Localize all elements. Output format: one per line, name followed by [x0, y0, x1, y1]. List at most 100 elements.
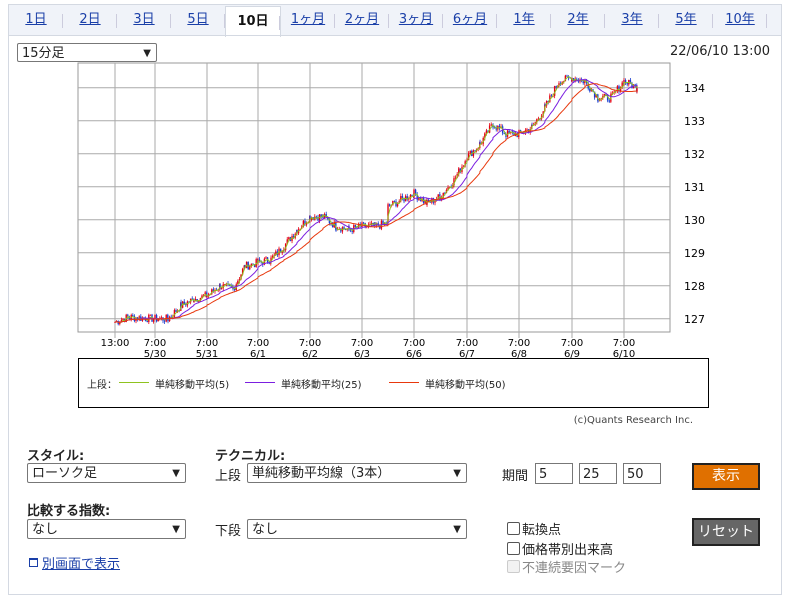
candle-body [146, 320, 148, 323]
candle-body [219, 283, 221, 289]
interval-select[interactable]: 15分足 ▼ [17, 43, 157, 62]
candle-body [258, 259, 261, 262]
candle-body [383, 222, 386, 224]
candle-body [616, 86, 619, 91]
tab-7[interactable]: 3ヶ月 [389, 5, 443, 36]
checkbox-label: 不連続要因マーク [522, 561, 627, 576]
candle-body [260, 261, 262, 263]
x-tick-date: 6/8 [511, 349, 527, 360]
checkbox-discontinuity-mark[interactable]: 不連続要因マーク [507, 557, 626, 576]
tab-12[interactable]: 5年 [659, 5, 713, 36]
candle-body [288, 237, 290, 240]
candle-body [393, 200, 396, 202]
tab-9[interactable]: 1年 [497, 5, 551, 36]
reset-button[interactable]: リセット [692, 518, 760, 546]
show-button[interactable]: 表示 [692, 463, 760, 490]
candle-body [328, 218, 331, 224]
checkbox-box[interactable] [507, 542, 520, 555]
candle-body [401, 196, 404, 198]
candle-body [249, 265, 251, 270]
checkbox-box[interactable] [507, 560, 520, 573]
candle-body [185, 304, 187, 306]
moving-average-line [114, 83, 638, 323]
candle-body [387, 204, 389, 222]
plot-area [77, 62, 671, 333]
candle-body [547, 101, 549, 102]
candle-body [331, 223, 334, 228]
new-window-icon [29, 558, 38, 567]
x-tick-date: 5/31 [196, 349, 218, 360]
checkbox-box[interactable] [507, 522, 520, 535]
style-select[interactable]: ローソク足 ▼ [27, 463, 186, 483]
tab-6[interactable]: 2ヶ月 [335, 5, 389, 36]
period-input-3[interactable]: 50 [623, 463, 661, 484]
candle-body [453, 178, 455, 186]
candle-body [503, 133, 505, 135]
candle-body [354, 225, 357, 227]
candle-body [309, 215, 311, 220]
candle-body [395, 201, 397, 207]
candle-body [253, 264, 256, 267]
tab-3[interactable]: 5日 [171, 5, 225, 36]
x-tick-date: 5/30 [144, 349, 166, 360]
upper-value: 単純移動平均線（3本） [252, 466, 391, 481]
compare-select[interactable]: なし ▼ [27, 519, 186, 539]
candle-body [608, 100, 610, 102]
x-tick-time: 7:00 [247, 338, 269, 349]
candle-body [439, 196, 441, 201]
checkbox-volume-by-price[interactable]: 価格帯別出来高 [507, 539, 613, 558]
y-tick-label: 131 [684, 181, 705, 194]
tab-0[interactable]: 1日 [9, 5, 63, 36]
candle-body [584, 79, 586, 81]
chevron-down-icon: ▼ [172, 468, 180, 479]
candle-body [379, 226, 381, 229]
candle-body [626, 83, 628, 85]
y-tick-label: 127 [684, 313, 705, 326]
candle-body [595, 94, 597, 98]
candle-body [281, 251, 283, 253]
legend-label: 単純移動平均(5) [155, 380, 230, 391]
candle-body [544, 104, 546, 106]
chevron-down-icon: ▼ [453, 468, 461, 479]
candle-body [542, 111, 544, 116]
candle-body [618, 86, 620, 92]
legend-label: 単純移動平均(25) [281, 380, 362, 391]
new-window-link[interactable]: 別画面で表示 [29, 553, 120, 572]
tab-5[interactable]: 1ヶ月 [281, 5, 335, 36]
x-tick-date: 6/1 [250, 349, 266, 360]
candle-body [555, 86, 557, 88]
x-tick-time: 7:00 [403, 338, 425, 349]
style-label: スタイル: [27, 449, 85, 464]
period-input-2[interactable]: 25 [579, 463, 617, 484]
chevron-down-icon: ▼ [453, 524, 461, 535]
candle-body [549, 95, 551, 102]
candle-body [206, 296, 208, 298]
upper-technical-select[interactable]: 単純移動平均線（3本） ▼ [247, 463, 467, 483]
price-chart: 13:00 7:005/307:005/317:006/17:006/27:006… [77, 62, 705, 360]
tab-2[interactable]: 3日 [117, 5, 171, 36]
x-tick-date: 6/7 [459, 349, 475, 360]
candle-body [411, 194, 413, 196]
candle-body [414, 189, 417, 195]
tab-8[interactable]: 6ヶ月 [443, 5, 497, 36]
tab-10[interactable]: 2年 [551, 5, 605, 36]
candle-body [317, 217, 319, 221]
tab-1[interactable]: 2日 [63, 5, 117, 36]
tab-13[interactable]: 10年 [713, 5, 767, 36]
candle-body [566, 75, 568, 77]
legend-line [119, 382, 149, 383]
checkbox-turning-point[interactable]: 転換点 [507, 519, 561, 538]
x-tick-time: 7:00 [613, 338, 635, 349]
period-input-1[interactable]: 5 [535, 463, 573, 484]
candle-body [442, 193, 444, 198]
tab-4[interactable]: 10日 [225, 6, 281, 37]
lower-technical-select[interactable]: なし ▼ [247, 519, 467, 539]
tab-11[interactable]: 3年 [605, 5, 659, 36]
candle-body [629, 79, 632, 84]
legend-prefix: 上段： [87, 380, 117, 391]
candle-body [198, 301, 200, 303]
candle-body [270, 257, 272, 263]
x-tick-time: 7:00 [196, 338, 218, 349]
candle-body [621, 82, 623, 88]
candle-body [305, 222, 308, 225]
